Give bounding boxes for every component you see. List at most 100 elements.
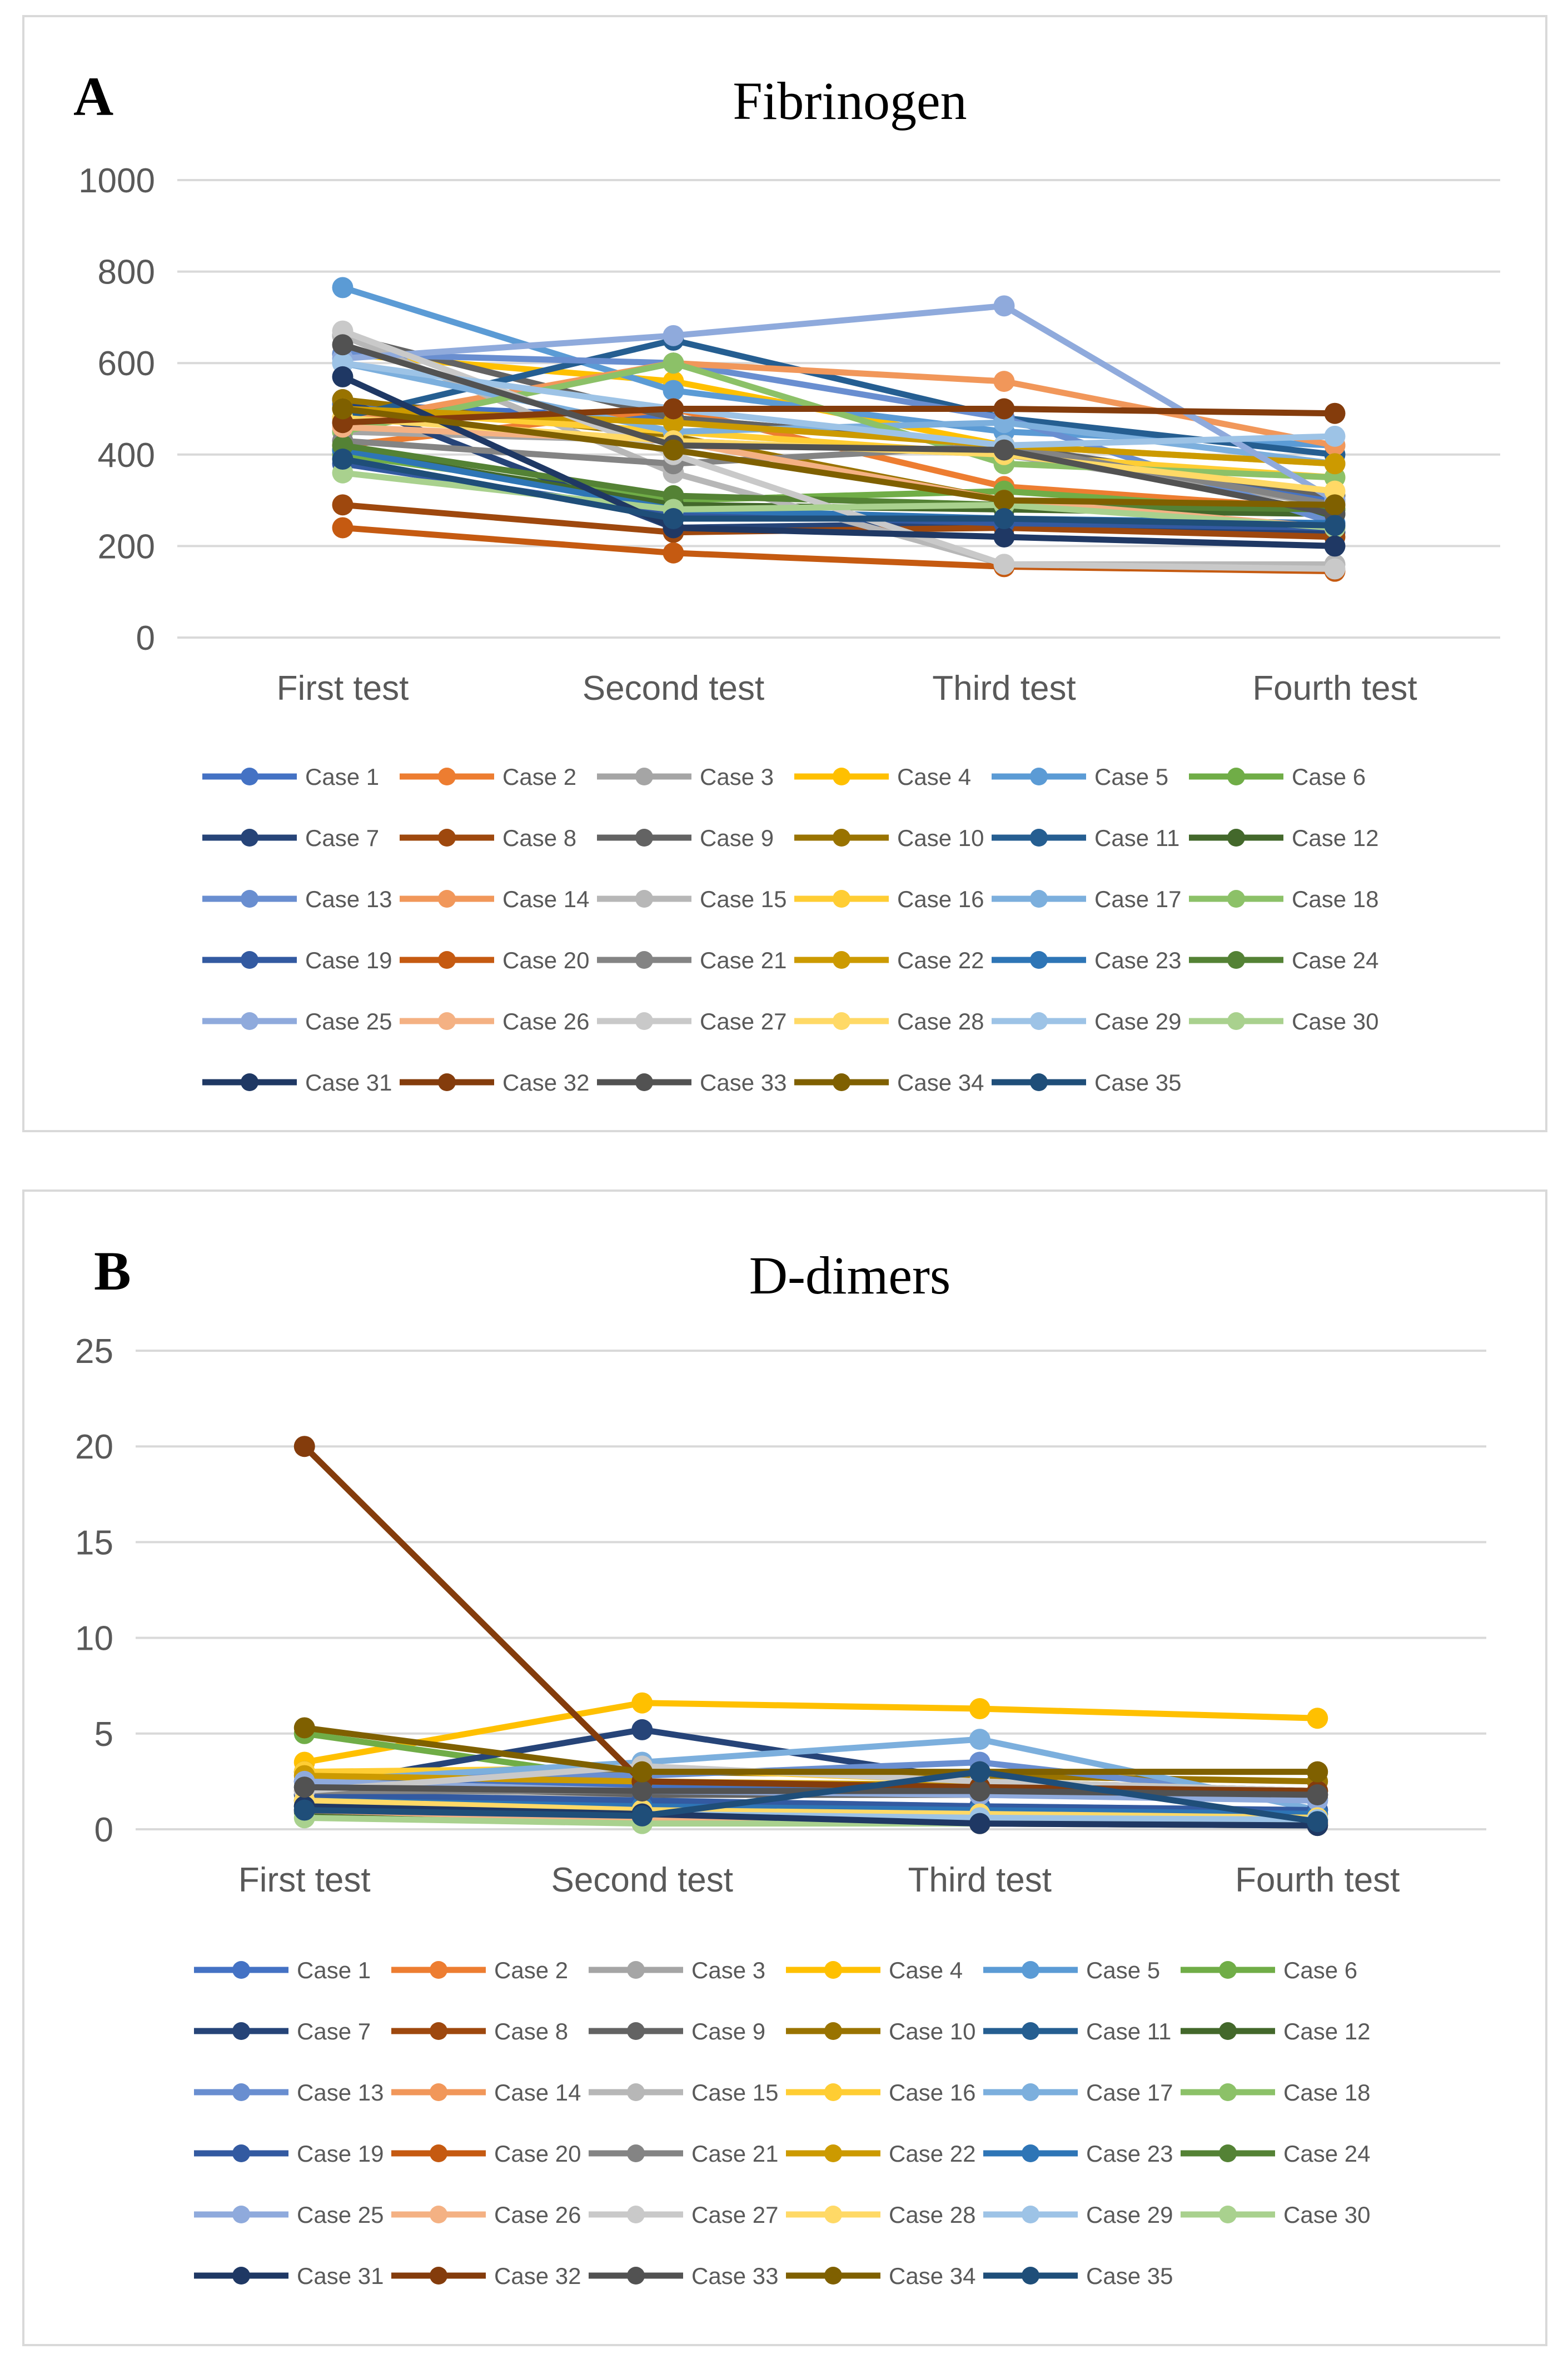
d-dimers-legend-marker (627, 2083, 645, 2101)
d-dimers-legend-label: Case 20 (494, 2141, 581, 2167)
d-dimers-legend-marker (1219, 1961, 1237, 1979)
fibrinogen-legend-marker (1227, 1012, 1245, 1030)
fibrinogen-legend-marker (635, 829, 653, 847)
fibrinogen-legend-label: Case 32 (502, 1069, 589, 1096)
chart-title-d-dimers: D-dimers (749, 1246, 951, 1305)
d-dimers-legend-marker (824, 2206, 842, 2223)
d-dimers-y-tick-label: 25 (75, 1332, 113, 1371)
fibrinogen-data-point (1324, 558, 1346, 580)
d-dimers-series-line (304, 1769, 1318, 1825)
fibrinogen-legend-label: Case 28 (897, 1008, 984, 1034)
d-dimers-legend-marker (1022, 2206, 1039, 2223)
d-dimers-legend-marker (1022, 2144, 1039, 2162)
d-dimers-legend-marker (824, 1961, 842, 1979)
fibrinogen-legend-entry: Case 18 (1189, 886, 1378, 912)
fibrinogen-legend-entry: Case 8 (400, 825, 576, 851)
d-dimers-data-point (631, 1780, 653, 1802)
fibrinogen-data-point (663, 542, 684, 564)
d-dimers-legend-entry: Case 10 (786, 2018, 975, 2044)
d-dimers-legend-label: Case 22 (889, 2141, 975, 2167)
d-dimers-legend-entry: Case 9 (589, 2018, 765, 2044)
fibrinogen-data-point (332, 366, 354, 387)
fibrinogen-legend-label: Case 6 (1292, 764, 1366, 790)
fibrinogen-legend-entry: Case 16 (794, 886, 984, 912)
d-dimers-legend-entry: Case 4 (786, 1957, 963, 1983)
d-dimers-legend-label: Case 32 (494, 2263, 581, 2289)
fibrinogen-legend-entry: Case 17 (992, 886, 1181, 912)
d-dimers-legend-label: Case 30 (1283, 2202, 1370, 2228)
fibrinogen-legend-entry: Case 4 (794, 764, 971, 790)
d-dimers-legend-marker (232, 2206, 250, 2223)
fibrinogen-series-line (342, 337, 1336, 458)
d-dimers-legend-entry: Case 32 (391, 2263, 581, 2289)
d-dimers-legend-entry: Case 21 (589, 2141, 778, 2167)
fibrinogen-legend-marker (241, 1012, 258, 1030)
fibrinogen-legend-label: Case 14 (502, 886, 589, 912)
d-dimers-y-tick-label: 20 (75, 1428, 113, 1466)
d-dimers-legend-label: Case 16 (889, 2079, 975, 2106)
d-dimers-series-line (304, 1791, 1318, 1814)
d-dimers-legend-label: Case 24 (1283, 2141, 1370, 2167)
fibrinogen-data-point (663, 325, 684, 346)
fibrinogen-data-point (993, 508, 1015, 530)
d-dimers-legend-entry: Case 5 (983, 1957, 1160, 1983)
fibrinogen-data-point (993, 439, 1015, 461)
fibrinogen-legend-marker (635, 768, 653, 785)
fibrinogen-series-34 (332, 398, 1346, 516)
fibrinogen-legend-entry: Case 34 (794, 1069, 984, 1096)
fibrinogen-legend-label: Case 5 (1094, 764, 1168, 790)
fibrinogen-legend-entry: Case 1 (202, 764, 379, 790)
fibrinogen-legend-entry: Case 2 (400, 764, 576, 790)
fibrinogen-legend-entry: Case 15 (597, 886, 787, 912)
fibrinogen-y-tick-label: 1000 (78, 162, 155, 200)
chart-title-fibrinogen: Fibrinogen (733, 71, 967, 131)
fibrinogen-legend-marker (438, 1012, 456, 1030)
d-dimers-legend-entry: Case 8 (391, 2018, 568, 2044)
d-dimers-legend-entry: Case 26 (391, 2202, 581, 2228)
d-dimers-legend-label: Case 2 (494, 1957, 568, 1983)
fibrinogen-data-point (993, 554, 1015, 575)
fibrinogen-legend-entry: Case 23 (992, 947, 1181, 973)
fibrinogen-x-tick-label: Third test (932, 669, 1076, 708)
fibrinogen-legend-marker (1030, 768, 1048, 785)
panel-letter-b: B (94, 1240, 131, 1302)
d-dimers-legend-label: Case 17 (1086, 2079, 1173, 2106)
d-dimers-legend-label: Case 19 (297, 2141, 384, 2167)
fibrinogen-legend-marker (241, 890, 258, 908)
d-dimers-legend-entry: Case 35 (983, 2263, 1173, 2289)
d-dimers-legend-entry: Case 28 (786, 2202, 975, 2228)
fibrinogen-legend-entry: Case 28 (794, 1008, 984, 1034)
d-dimers-legend-marker (430, 2083, 447, 2101)
fibrinogen-legend-label: Case 35 (1094, 1069, 1181, 1096)
d-dimers-legend-label: Case 34 (889, 2263, 975, 2289)
d-dimers-y-tick-label: 15 (75, 1524, 113, 1562)
fibrinogen-legend-entry: Case 35 (992, 1069, 1181, 1096)
d-dimers-legend-entry: Case 19 (194, 2141, 384, 2167)
fibrinogen-series-line (342, 456, 1335, 529)
fibrinogen-legend-label: Case 26 (502, 1008, 589, 1034)
d-dimers-legend-label: Case 21 (691, 2141, 778, 2167)
fibrinogen-y-tick-label: 0 (136, 619, 155, 658)
fibrinogen-y-tick-label: 400 (98, 436, 155, 475)
fibrinogen-data-point (993, 371, 1015, 392)
fibrinogen-data-point (663, 508, 684, 530)
d-dimers-data-point (969, 1698, 990, 1720)
d-dimers-legend-label: Case 6 (1283, 1957, 1357, 1983)
d-dimers-legend-entry: Case 6 (1181, 1957, 1357, 1983)
fibrinogen-legend-marker (635, 1073, 653, 1091)
fibrinogen-legend-entry: Case 7 (202, 825, 379, 851)
fibrinogen-legend-entry: Case 29 (992, 1008, 1181, 1034)
d-dimers-legend-entry: Case 11 (983, 2018, 1171, 2044)
fibrinogen-legend-label: Case 17 (1094, 886, 1181, 912)
d-dimers-series-line (304, 1725, 1318, 1775)
fibrinogen-data-point (663, 439, 684, 461)
d-dimers-data-point (1307, 1708, 1328, 1729)
d-dimers-legend-marker (232, 2267, 250, 2285)
fibrinogen-legend-entry: Case 33 (597, 1069, 787, 1096)
d-dimers-legend-entry: Case 22 (786, 2141, 975, 2167)
d-dimers-legend-marker (1022, 2022, 1039, 2040)
d-dimers-y-tick-label: 10 (75, 1620, 113, 1658)
fibrinogen-legend-entry: Case 21 (597, 947, 787, 973)
fibrinogen-legend-marker (635, 951, 653, 969)
d-dimers-legend-label: Case 28 (889, 2202, 975, 2228)
